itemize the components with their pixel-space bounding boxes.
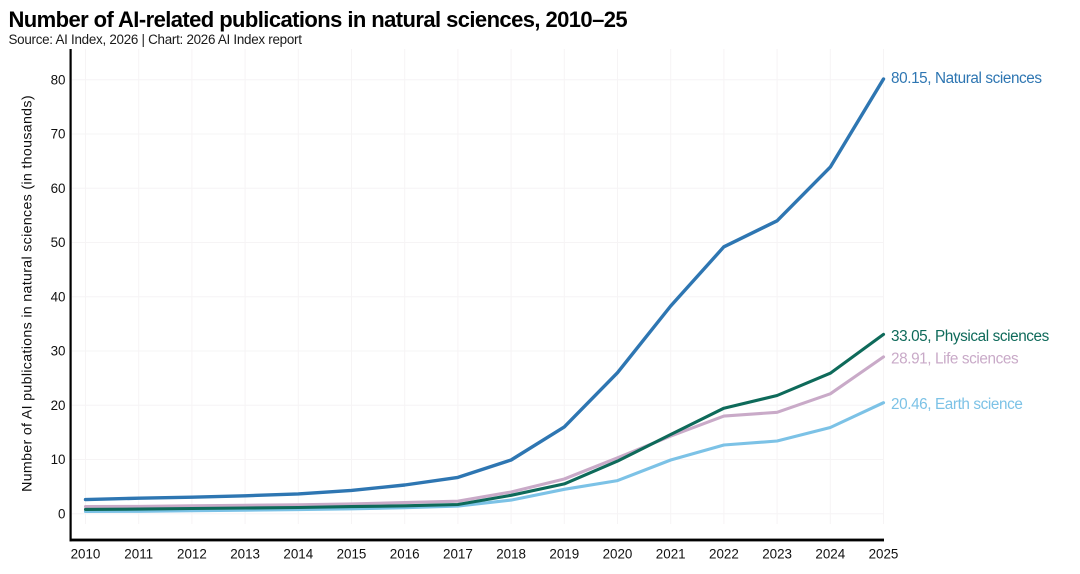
svg-text:60: 60: [51, 181, 66, 196]
svg-text:2012: 2012: [177, 547, 207, 562]
svg-text:2010: 2010: [71, 547, 101, 562]
svg-text:30: 30: [51, 344, 66, 359]
svg-text:Number of AI-related publicati: Number of AI-related publications in nat…: [9, 7, 628, 32]
svg-text:2024: 2024: [815, 547, 845, 562]
svg-text:2025: 2025: [869, 547, 899, 562]
svg-text:0: 0: [58, 506, 65, 521]
svg-text:20: 20: [51, 398, 66, 413]
svg-text:2021: 2021: [656, 547, 686, 562]
svg-text:50: 50: [51, 235, 66, 250]
svg-text:2022: 2022: [709, 547, 739, 562]
svg-text:2020: 2020: [603, 547, 633, 562]
svg-text:2019: 2019: [549, 547, 579, 562]
svg-text:2018: 2018: [496, 547, 526, 562]
svg-text:80.15, Natural sciences: 80.15, Natural sciences: [891, 70, 1042, 87]
svg-text:28.91, Life sciences: 28.91, Life sciences: [891, 351, 1019, 368]
svg-text:80: 80: [51, 73, 66, 88]
svg-text:20.46, Earth science: 20.46, Earth science: [891, 396, 1022, 413]
svg-text:2011: 2011: [124, 547, 153, 562]
svg-text:2015: 2015: [337, 547, 367, 562]
svg-text:Source: AI Index, 2026 | Chart: Source: AI Index, 2026 | Chart: 2026 AI …: [9, 32, 303, 47]
svg-text:Number of AI publications in n: Number of AI publications in natural sci…: [20, 95, 36, 492]
svg-text:2016: 2016: [390, 547, 420, 562]
svg-text:10: 10: [51, 452, 66, 467]
svg-text:2023: 2023: [762, 547, 792, 562]
svg-text:40: 40: [51, 289, 66, 304]
svg-text:2013: 2013: [230, 547, 260, 562]
svg-text:70: 70: [51, 127, 66, 142]
svg-text:33.05, Physical sciences: 33.05, Physical sciences: [891, 328, 1050, 345]
svg-text:2014: 2014: [283, 547, 313, 562]
svg-text:2017: 2017: [443, 547, 473, 562]
